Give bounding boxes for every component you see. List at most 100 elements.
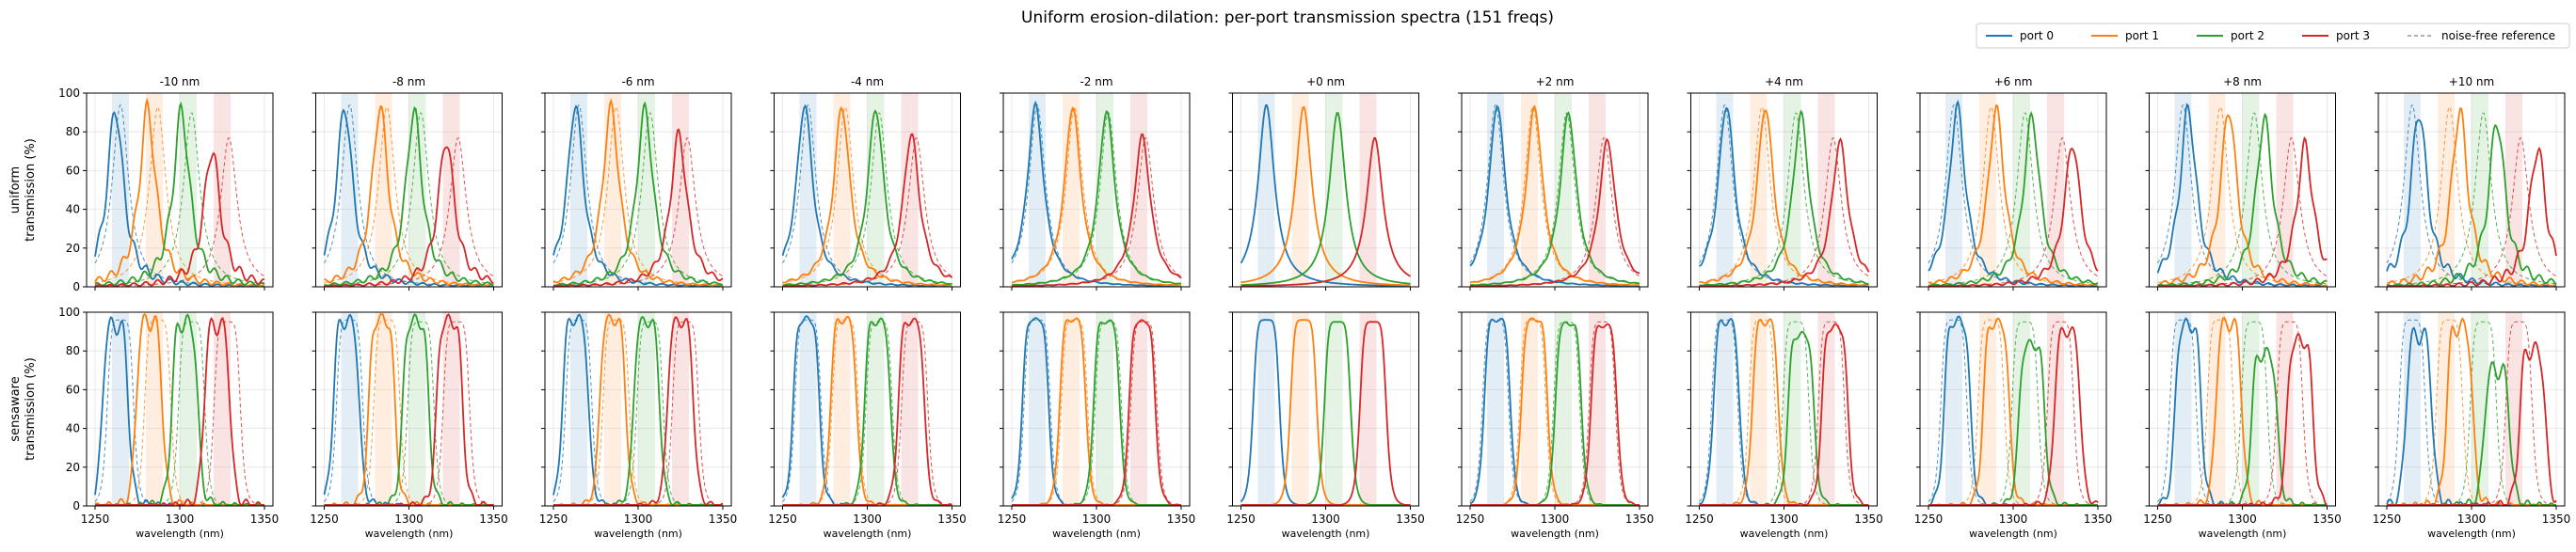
target-band-1 <box>1979 312 1996 506</box>
panel-uniform-4: -2 nm <box>1000 75 1191 291</box>
plot-area <box>1011 317 1181 506</box>
x-axis-label: wavelength (nm) <box>2199 528 2287 540</box>
series-line-port-3 <box>782 317 952 506</box>
series-line-port-2 <box>552 101 724 287</box>
series-line-port-1 <box>1469 104 1640 287</box>
plot-area <box>94 97 265 287</box>
x-tick-label: 1350 <box>2542 513 2571 526</box>
series-line-port-3 <box>1699 323 1869 506</box>
series-line-port-3 <box>1928 147 2099 287</box>
legend-label-3: port 3 <box>2336 29 2370 42</box>
target-band-2 <box>1096 312 1113 506</box>
plot-area <box>2157 316 2328 506</box>
y-tick-label: 40 <box>66 203 80 216</box>
target-band-3 <box>214 312 231 506</box>
plot-area <box>323 104 494 287</box>
target-band-0 <box>799 93 817 287</box>
plot-area <box>2386 104 2557 287</box>
plot-area <box>1469 317 1640 506</box>
series-line-port-3 <box>95 316 264 506</box>
legend-frame <box>1976 23 2570 49</box>
row-ylabel-line: sensaware <box>8 376 23 441</box>
series-line-port-3 <box>2157 333 2328 506</box>
x-axis-label: wavelength (nm) <box>1052 528 1141 540</box>
target-band-2 <box>408 93 426 287</box>
row-ylabel-line: transmission (%) <box>24 357 38 461</box>
plot-area <box>1699 317 1869 506</box>
target-band-0 <box>1487 312 1504 506</box>
reference-line-port-1 <box>1928 106 2098 286</box>
series-line-port-1 <box>2386 107 2557 287</box>
y-tick-label: 40 <box>66 422 80 435</box>
x-tick-label: 1250 <box>768 513 797 526</box>
target-band-3 <box>1359 312 1377 506</box>
panel-sensaware-9: 1250 1300 1350 wavelength (nm) <box>2143 311 2342 540</box>
target-band-2 <box>2013 312 2030 506</box>
target-band-1 <box>146 312 163 506</box>
panel-uniform-0: 0 20 40 60 80 100 -10 nm <box>58 75 274 293</box>
target-band-2 <box>1555 93 1572 287</box>
target-band-3 <box>2276 312 2294 506</box>
target-band-2 <box>867 93 885 287</box>
x-axis-label: wavelength (nm) <box>1969 528 2057 540</box>
y-tick-label: 80 <box>66 344 80 357</box>
panel-uniform-1: -8 nm <box>312 75 503 291</box>
x-tick-label: 1350 <box>2312 513 2342 526</box>
series-line-port-3 <box>324 146 494 287</box>
target-band-1 <box>1291 312 1309 506</box>
legend-label-1: port 1 <box>2125 29 2159 42</box>
row-ylabel-sensaware: sensaware transmission (%) <box>8 357 38 461</box>
x-tick-label: 1350 <box>937 513 967 526</box>
plot-area <box>2386 317 2557 506</box>
target-band-1 <box>604 93 621 287</box>
reference-line-port-2 <box>782 112 952 286</box>
x-tick-label: 1300 <box>624 513 653 526</box>
panel-uniform-2: -6 nm <box>541 75 732 291</box>
x-tick-label: 1300 <box>1541 513 1570 526</box>
panel-title: +6 nm <box>1994 75 2033 88</box>
x-tick-label: 1250 <box>2143 513 2172 526</box>
panel-sensaware-4: 1250 1300 1350 wavelength (nm) <box>998 311 1195 540</box>
target-band-1 <box>2438 93 2455 287</box>
target-band-0 <box>341 312 359 506</box>
x-tick-label: 1350 <box>1396 513 1425 526</box>
series-line-port-1 <box>552 98 724 287</box>
x-axis-label: wavelength (nm) <box>2427 528 2516 540</box>
series-line-port-2 <box>1240 112 1411 287</box>
x-tick-label: 1350 <box>2084 513 2113 526</box>
y-tick-label: 100 <box>58 87 80 100</box>
series-line-port-2 <box>1928 111 2099 287</box>
plot-area <box>1699 104 1870 287</box>
panel-sensaware-6: 1250 1300 1350 wavelength (nm) <box>1456 311 1654 540</box>
target-band-3 <box>672 312 689 506</box>
series-line-port-3 <box>2157 135 2328 287</box>
panel-uniform-9: +8 nm <box>2145 75 2336 291</box>
reference-line-port-2 <box>95 112 265 286</box>
target-band-2 <box>180 93 197 287</box>
x-tick-label: 1300 <box>1082 513 1112 526</box>
target-band-2 <box>867 312 885 506</box>
series-line-port-3 <box>782 133 953 287</box>
target-band-2 <box>1325 312 1343 506</box>
target-band-2 <box>408 312 426 506</box>
series-line-port-1 <box>1240 106 1411 287</box>
y-tick-label: 0 <box>72 499 80 513</box>
series-line-port-0 <box>1699 106 1869 287</box>
panel-uniform-10: +10 nm <box>2375 75 2566 291</box>
series-line-port-3 <box>553 128 724 287</box>
series-line-port-1 <box>94 312 264 506</box>
target-band-0 <box>1257 93 1275 287</box>
target-band-1 <box>1521 312 1538 506</box>
target-band-3 <box>1130 312 1147 506</box>
series-line-port-1 <box>2387 317 2556 506</box>
row-ylabel-uniform: uniform transmission (%) <box>8 138 38 242</box>
series-line-port-3 <box>1012 319 1181 506</box>
target-band-0 <box>2404 93 2421 287</box>
y-tick-label: 100 <box>58 306 80 319</box>
panel-title: +10 nm <box>2449 75 2494 88</box>
target-band-0 <box>1945 93 1962 287</box>
series-line-port-3 <box>553 316 724 506</box>
plot-area <box>552 313 724 506</box>
target-band-0 <box>1029 312 1046 506</box>
